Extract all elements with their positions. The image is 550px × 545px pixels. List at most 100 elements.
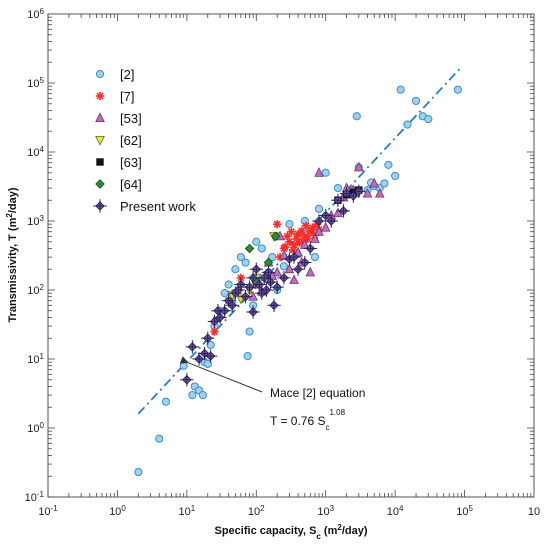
legend-marker [96, 158, 104, 166]
x-tick-label: 104 [387, 504, 404, 519]
x-axis-label: Specific capacity, Sc (m2/day) [215, 523, 368, 541]
data-point [310, 252, 320, 262]
data-point [301, 221, 311, 231]
asterisk-stroke [96, 92, 104, 100]
legend-label: [7] [120, 89, 134, 104]
data-point [369, 177, 380, 188]
annotation-label: Mace [2] equation [270, 386, 365, 400]
asterisk-stroke [210, 328, 219, 336]
x-tick-label: 103 [317, 504, 334, 519]
asterisk-stroke [281, 243, 289, 251]
legend-marker [95, 112, 105, 122]
data-point [289, 274, 299, 284]
legend-label: [62] [120, 133, 142, 148]
data-point [324, 214, 338, 228]
asterisk-stroke [304, 235, 312, 243]
data-point [231, 265, 240, 274]
data-point [333, 207, 343, 218]
data-point [314, 204, 324, 213]
data-point [291, 262, 305, 276]
data-point [287, 227, 296, 236]
data-point [384, 160, 393, 170]
data-point [201, 331, 215, 345]
data-point [279, 262, 289, 271]
data-point [380, 179, 389, 188]
data-point [224, 280, 233, 289]
legend-marker [95, 91, 105, 101]
data-point [411, 96, 421, 106]
legend-marker [95, 69, 105, 79]
data-point [192, 352, 206, 366]
data-point [252, 277, 266, 292]
data-point [352, 184, 366, 198]
data-point [249, 262, 263, 276]
legend-marker [93, 199, 107, 213]
data-point [287, 250, 301, 264]
data-point [336, 204, 351, 218]
legend: [2] [7] [53] [62] [63] [64] Present work [93, 67, 196, 214]
data-point [272, 266, 283, 277]
data-point [188, 390, 197, 400]
legend-marker [95, 135, 105, 146]
data-point [305, 266, 316, 277]
data-point [225, 298, 239, 313]
data-point [234, 277, 248, 292]
data-points [134, 85, 462, 477]
data-point [241, 258, 250, 267]
data-point [314, 225, 324, 236]
data-point [319, 208, 333, 223]
legend-label: Present work [120, 199, 196, 214]
annotation-group: Mace [2] equation T = 0.76 Sc1.08 [179, 356, 365, 432]
data-point [259, 283, 274, 297]
data-point [245, 327, 254, 336]
asterisk-stroke [302, 222, 310, 230]
data-point [257, 244, 266, 253]
legend-label: [53] [120, 111, 142, 126]
data-point [321, 168, 330, 177]
data-point [391, 171, 400, 181]
data-point [206, 340, 215, 350]
data-point [310, 233, 320, 243]
x-tick-label: 100 [109, 504, 126, 519]
data-point [374, 187, 385, 198]
data-point [263, 275, 278, 289]
data-point [242, 280, 257, 294]
y-tick-label: 10-1 [25, 490, 45, 505]
y-tick-label: 104 [27, 145, 44, 160]
data-point [403, 120, 412, 129]
data-point [213, 310, 227, 325]
data-point [210, 327, 219, 336]
data-point [243, 352, 252, 361]
data-point [277, 271, 291, 285]
axis-ticks [47, 14, 534, 498]
data-point [238, 289, 253, 304]
x-tick-label: 105 [456, 504, 473, 519]
data-point [270, 231, 281, 242]
annotation-equation: T = 0.76 Sc1.08 [270, 408, 346, 432]
data-point [303, 241, 318, 256]
data-point [272, 219, 282, 229]
data-point [320, 221, 331, 232]
data-point [314, 167, 324, 177]
x-tick-label: 102 [248, 504, 265, 519]
data-point [217, 304, 232, 318]
data-point [362, 187, 373, 198]
data-point [288, 245, 298, 255]
data-point [352, 112, 361, 121]
asterisk-stroke [287, 228, 295, 236]
data-point [203, 359, 212, 368]
y-tick-label: 106 [27, 7, 44, 22]
data-point [261, 265, 276, 280]
annotation-arrow [179, 356, 263, 393]
y-axis-label: Transmissivity, T (m2/day) [5, 187, 20, 322]
y-tick-label: 100 [27, 421, 44, 436]
data-point [270, 280, 284, 294]
data-point [293, 246, 303, 257]
data-point [155, 434, 164, 443]
data-point [453, 85, 462, 94]
data-point [424, 114, 433, 124]
data-point [134, 467, 143, 477]
asterisk-stroke [289, 246, 297, 254]
legend-label: [2] [120, 67, 134, 82]
